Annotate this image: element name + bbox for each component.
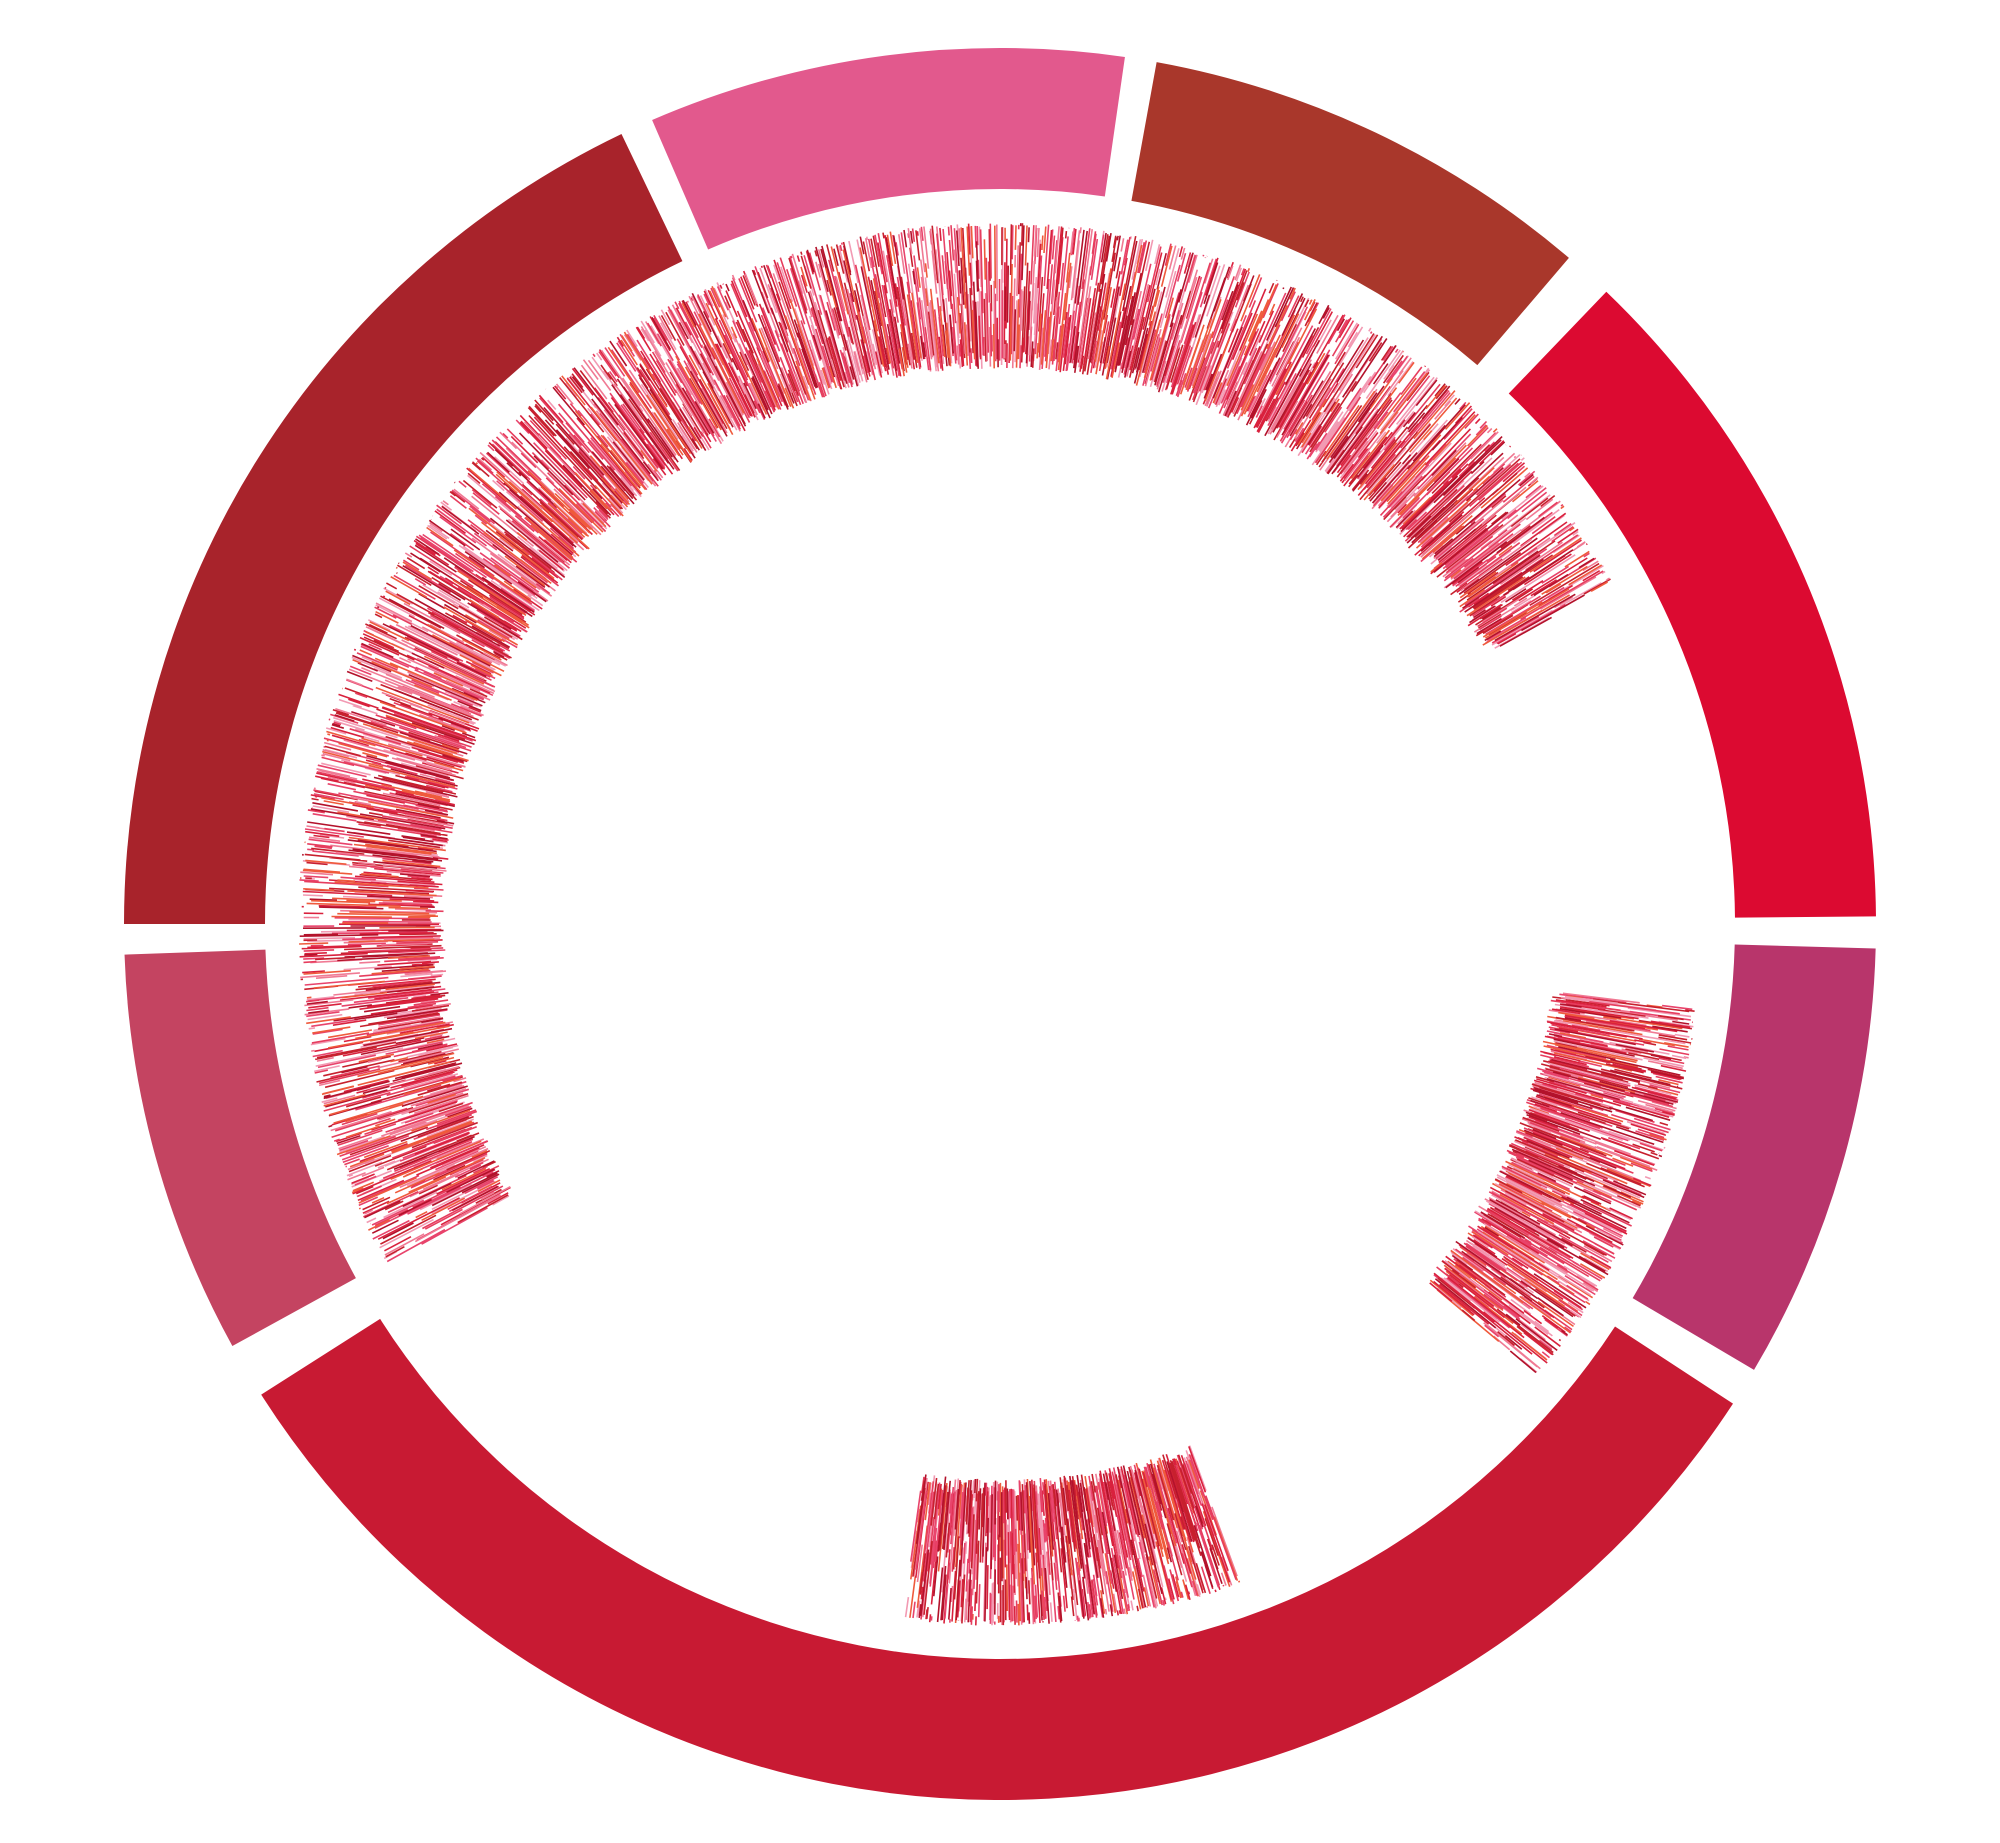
track-bottom-stripes-1 <box>913 1454 1238 1626</box>
track-upper-stripes-4 <box>300 224 1611 1256</box>
track-right-stripes-6 <box>1429 999 1693 1364</box>
segment-4-arc <box>1508 291 1876 918</box>
track-bottom-stripes-7 <box>915 1461 1223 1624</box>
track-right-stripes-1 <box>1433 993 1693 1359</box>
track-upper-stripes-2 <box>300 223 1611 1258</box>
segment-3-arc <box>1131 62 1569 366</box>
track-right-stripes-3 <box>1437 996 1695 1356</box>
heatmap-track-ring <box>299 223 1695 1626</box>
track-bottom-stripes-5 <box>910 1454 1220 1625</box>
track-upper <box>299 223 1611 1263</box>
track-right-stripes-5 <box>1436 999 1690 1337</box>
segment-7-arc <box>124 949 356 1347</box>
segment-2-arc <box>652 48 1125 250</box>
track-bottom-stripes-6 <box>912 1454 1220 1626</box>
segment-1-arc <box>124 133 683 925</box>
track-upper-stripes-7 <box>299 225 1608 1231</box>
track-right-stripes-2 <box>1429 995 1691 1361</box>
track-bottom-stripes-3 <box>915 1446 1231 1626</box>
segment-5-arc <box>1632 944 1876 1370</box>
track-right <box>1429 992 1695 1374</box>
track-right-stripes-4 <box>1436 995 1694 1373</box>
ideogram-ring <box>124 48 1876 1801</box>
track-bottom <box>904 1445 1241 1626</box>
track-right-stripes-7 <box>1434 1003 1690 1374</box>
segment-6-arc <box>261 1318 1734 1801</box>
